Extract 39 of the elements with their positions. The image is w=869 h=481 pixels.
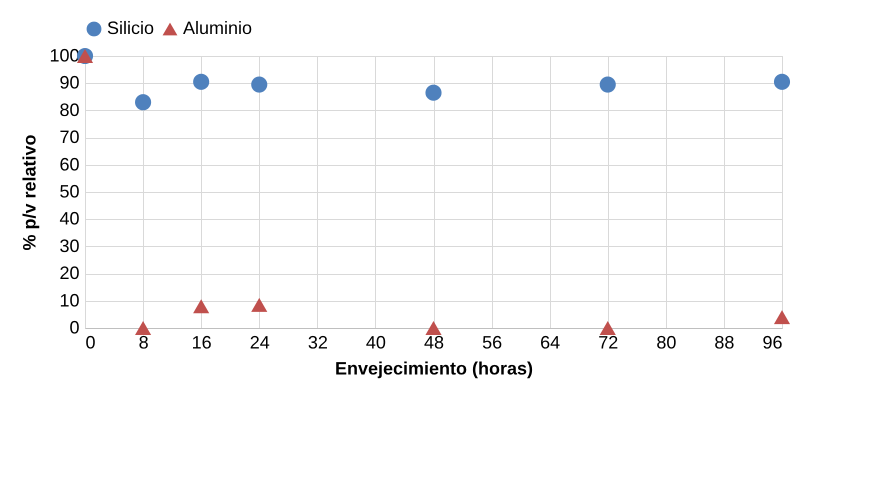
point (135, 321, 152, 335)
x-tick-label: 0 (86, 332, 96, 352)
y-tick-label: 10 (59, 290, 80, 310)
y-tick-label: 80 (59, 100, 80, 120)
x-tick-label: 64 (540, 332, 560, 352)
x-axis-title: Envejecimiento (horas) (334, 358, 534, 378)
point (600, 76, 616, 93)
x-tick-label: 48 (424, 332, 444, 352)
x-tick-label: 88 (714, 332, 734, 352)
x-tick-label: 32 (308, 332, 328, 352)
point (425, 84, 442, 101)
point (193, 74, 210, 90)
legend-label: Silicio (107, 18, 154, 38)
y-axis-title: % p/v relativo (19, 134, 40, 251)
y-tick-label: 30 (59, 236, 80, 256)
x-tick-label: 72 (598, 332, 618, 352)
y-tick-label: 60 (59, 154, 80, 174)
x-tick-label: 24 (250, 332, 270, 352)
point (251, 76, 268, 93)
point (425, 321, 442, 335)
point (193, 299, 210, 314)
x-tick-label: 8 (138, 332, 149, 352)
y-tick-label: 50 (59, 182, 80, 202)
point (600, 321, 616, 335)
point (135, 94, 152, 110)
x-tick-label: 80 (656, 332, 676, 352)
point (774, 310, 790, 324)
y-tick-label: 40 (59, 208, 80, 229)
x-tick-label: 16 (192, 332, 212, 352)
x-tick-label: 96 (762, 332, 782, 352)
x-tick-label: 40 (366, 332, 386, 352)
point (251, 298, 268, 312)
legend-label: Aluminio (183, 18, 252, 38)
x-tick-label: 56 (482, 332, 502, 352)
y-tick-label: 20 (59, 263, 80, 284)
point (774, 74, 790, 90)
y-tick-label: 70 (59, 127, 80, 148)
y-tick-label: 90 (59, 72, 80, 93)
y-tick-label: 0 (69, 318, 80, 338)
